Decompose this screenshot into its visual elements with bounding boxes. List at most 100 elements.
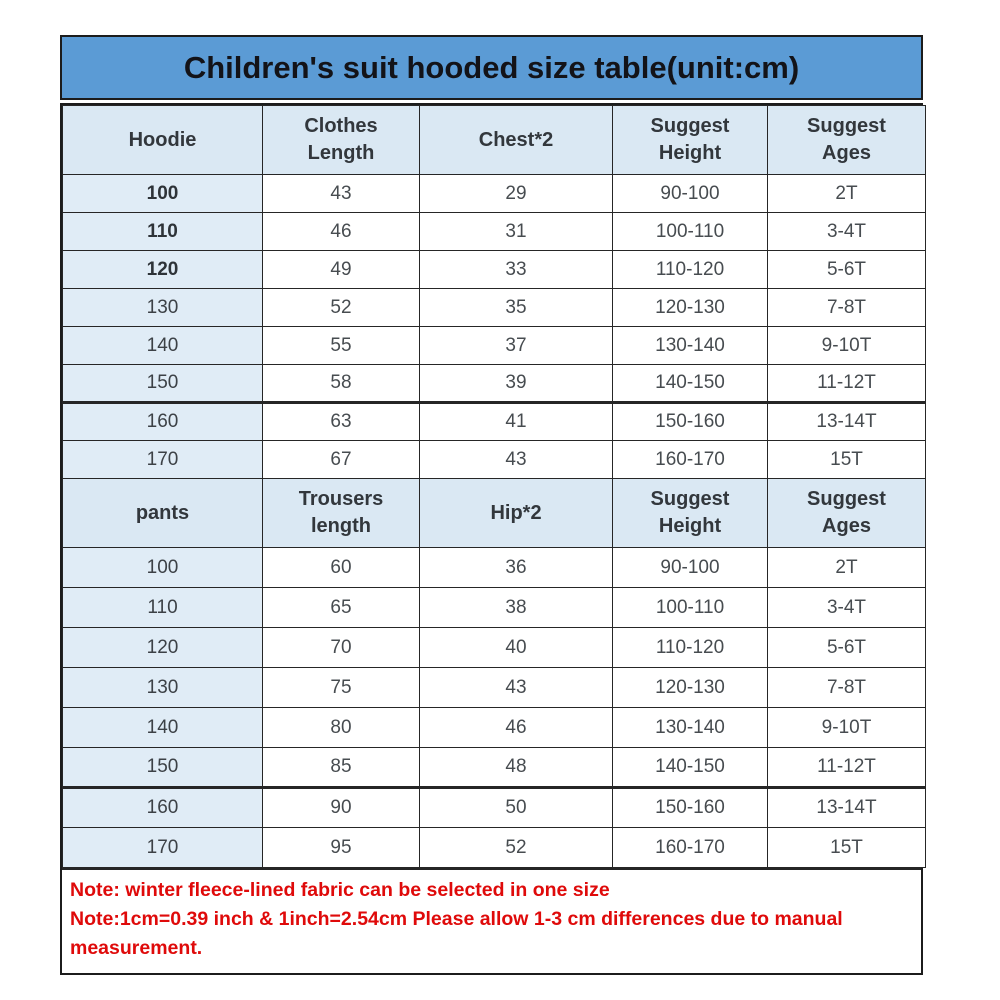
value-cell: 55 (262, 326, 420, 365)
value-cell: 120-130 (612, 288, 768, 327)
value-cell: 5-6T (767, 627, 926, 668)
value-cell: 48 (419, 747, 613, 788)
value-cell: 100-110 (612, 587, 768, 628)
size-cell: 170 (62, 827, 263, 868)
value-cell: 90-100 (612, 547, 768, 588)
value-cell: 90-100 (612, 174, 768, 213)
value-cell: 67 (262, 440, 420, 479)
value-cell: 7-8T (767, 288, 926, 327)
value-cell: 2T (767, 547, 926, 588)
value-cell: 49 (262, 250, 420, 289)
size-cell: 150 (62, 747, 263, 788)
size-table: Hoodie Clothes Length Chest*2 Suggest Heigh… (62, 105, 926, 868)
value-cell: 65 (262, 587, 420, 628)
table-row: 160 63 41 150-160 13-14T (62, 401, 926, 441)
value-cell: 5-6T (767, 250, 926, 289)
value-cell: 160-170 (612, 827, 768, 868)
table-row: 150 58 39 140-150 11-12T (62, 364, 926, 403)
value-cell: 130-140 (612, 707, 768, 748)
value-cell: 100-110 (612, 212, 768, 251)
size-cell: 120 (62, 627, 263, 668)
size-cell: 140 (62, 326, 263, 365)
value-cell: 46 (419, 707, 613, 748)
table-row: 110 46 31 100-110 3-4T (62, 212, 926, 251)
table-row: 170 67 43 160-170 15T (62, 440, 926, 479)
section-pants: pants Trousers length Hip*2 Suggest Height S… (62, 478, 926, 868)
size-cell: 100 (62, 547, 263, 588)
value-cell: 35 (419, 288, 613, 327)
value-cell: 41 (419, 401, 613, 441)
value-cell: 43 (419, 440, 613, 479)
value-cell: 95 (262, 827, 420, 868)
value-cell: 3-4T (767, 587, 926, 628)
note-line-2: Note:1cm=0.39 inch & 1inch=2.54cm Please… (70, 908, 843, 959)
table-row: 130 52 35 120-130 7-8T (62, 288, 926, 327)
size-chart: Children's suit hooded size table(unit:c… (60, 35, 926, 975)
table-row: 140 55 37 130-140 9-10T (62, 326, 926, 365)
value-cell: 33 (419, 250, 613, 289)
value-cell: 50 (419, 786, 613, 828)
value-cell: 15T (767, 827, 926, 868)
size-cell: 100 (62, 174, 263, 213)
value-cell: 29 (419, 174, 613, 213)
value-cell: 130-140 (612, 326, 768, 365)
value-cell: 9-10T (767, 326, 926, 365)
value-cell: 11-12T (767, 747, 926, 788)
value-cell: 11-12T (767, 364, 926, 403)
value-cell: 3-4T (767, 212, 926, 251)
note-line-1: Note: winter fleece-lined fabric can be … (70, 879, 610, 901)
page-title: Children's suit hooded size table(unit:c… (60, 35, 923, 100)
value-cell: 9-10T (767, 707, 926, 748)
value-cell: 110-120 (612, 250, 768, 289)
header-cell: Suggest Ages (767, 105, 926, 175)
value-cell: 13-14T (767, 401, 926, 441)
value-cell: 80 (262, 707, 420, 748)
table-row: 160 90 50 150-160 13-14T (62, 786, 926, 828)
value-cell: 15T (767, 440, 926, 479)
value-cell: 37 (419, 326, 613, 365)
value-cell: 39 (419, 364, 613, 403)
value-cell: 120-130 (612, 667, 768, 708)
value-cell: 43 (419, 667, 613, 708)
table-row: 170 95 52 160-170 15T (62, 827, 926, 868)
value-cell: 110-120 (612, 627, 768, 668)
value-cell: 36 (419, 547, 613, 588)
size-cell: 130 (62, 288, 263, 327)
size-cell: 160 (62, 786, 263, 828)
header-cell: Chest*2 (419, 105, 613, 175)
size-cell: 140 (62, 707, 263, 748)
value-cell: 2T (767, 174, 926, 213)
value-cell: 85 (262, 747, 420, 788)
size-cell: 170 (62, 440, 263, 479)
value-cell: 140-150 (612, 747, 768, 788)
table-box: Hoodie Clothes Length Chest*2 Suggest Heigh… (60, 103, 926, 975)
size-cell: 120 (62, 250, 263, 289)
value-cell: 60 (262, 547, 420, 588)
size-cell: 110 (62, 587, 263, 628)
size-cell: 110 (62, 212, 263, 251)
value-cell: 90 (262, 786, 420, 828)
header-cell: Hip*2 (419, 478, 613, 548)
value-cell: 13-14T (767, 786, 926, 828)
value-cell: 38 (419, 587, 613, 628)
notes: Note: winter fleece-lined fabric can be … (62, 868, 921, 973)
table-row: 150 85 48 140-150 11-12T (62, 747, 926, 788)
value-cell: 63 (262, 401, 420, 441)
value-cell: 31 (419, 212, 613, 251)
header-cell: pants (62, 478, 263, 548)
value-cell: 40 (419, 627, 613, 668)
value-cell: 160-170 (612, 440, 768, 479)
header-cell: Trousers length (262, 478, 420, 548)
header-cell: Hoodie (62, 105, 263, 175)
value-cell: 70 (262, 627, 420, 668)
section-hoodie: Hoodie Clothes Length Chest*2 Suggest Heigh… (62, 105, 926, 479)
header-cell: Suggest Ages (767, 478, 926, 548)
value-cell: 43 (262, 174, 420, 213)
hoodie-header-row: Hoodie Clothes Length Chest*2 Suggest Heigh… (62, 105, 926, 175)
table-row: 140 80 46 130-140 9-10T (62, 707, 926, 748)
table-row: 110 65 38 100-110 3-4T (62, 587, 926, 628)
table-row: 120 49 33 110-120 5-6T (62, 250, 926, 289)
table-row: 130 75 43 120-130 7-8T (62, 667, 926, 708)
value-cell: 46 (262, 212, 420, 251)
